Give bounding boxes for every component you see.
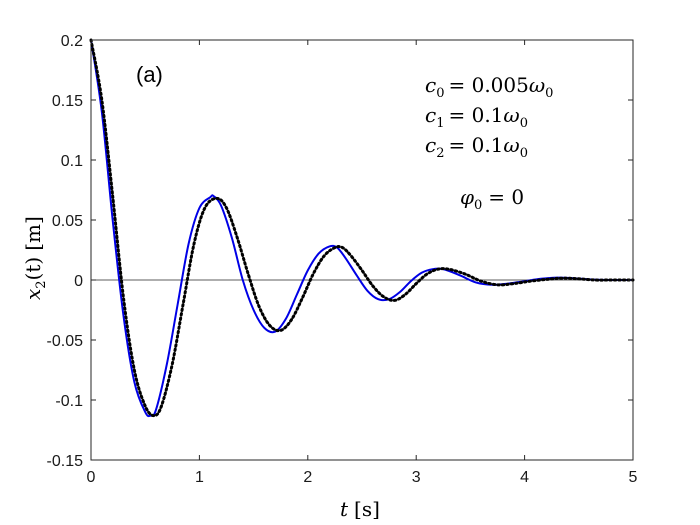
series-line-2: [89, 38, 635, 418]
x-tick-label: 1: [195, 469, 204, 486]
panel-label: (a): [136, 62, 163, 87]
svg-text:c1= 0.1ω0: c1 = 0.1ω0: [425, 103, 528, 131]
ticks-layer: 0 1 2 3 4 5 -0.15 -0.1 -0.05 0 0.05 0.1 0.15 0.2: [47, 33, 638, 486]
y-tick-label: 0: [74, 273, 83, 290]
axes-box: [90, 39, 634, 461]
annotation-c1: c1 = 0.1ω0: [425, 103, 528, 131]
annotation-phi0: φ0 = 0: [460, 185, 524, 213]
svg-text:φ0= 0: φ0 = 0: [460, 185, 524, 213]
series-layer: [89, 38, 635, 418]
svg-text:t[s]: t [s]: [340, 497, 380, 521]
svg-text:c2= 0.1ω0: c2 = 0.1ω0: [425, 133, 528, 161]
y-tick-label: -0.05: [47, 333, 84, 350]
plot-area: 0 1 2 3 4 5 -0.15 -0.1 -0.05 0 0.05 0.1 0.15 0.2: [47, 33, 638, 486]
y-tick-label: 0.1: [61, 153, 83, 170]
x-tick-label: 5: [629, 469, 638, 486]
annotation-c0: c0 = 0.005ω0: [425, 73, 553, 101]
y-tick-label: 0.2: [61, 33, 83, 50]
x-axis-label: t [s]: [340, 497, 380, 521]
y-axis-label: x2(t)[m]: [21, 216, 49, 300]
y-tick-label: -0.15: [47, 453, 84, 470]
x-tick-label: 4: [520, 469, 529, 486]
svg-text:c0= 0.005ω0: c0 = 0.005ω0: [425, 73, 553, 101]
y-tick-label: -0.1: [55, 393, 83, 410]
svg-text:x2(t)[m]: x2(t)[m]: [21, 216, 49, 300]
y-tick-label: 0.05: [52, 213, 83, 230]
y-tick-label: 0.15: [52, 93, 83, 110]
x-tick-label: 3: [412, 469, 421, 486]
x-tick-label: 0: [87, 469, 96, 486]
annotation-c2: c2 = 0.1ω0: [425, 133, 528, 161]
x-tick-label: 2: [303, 469, 312, 486]
